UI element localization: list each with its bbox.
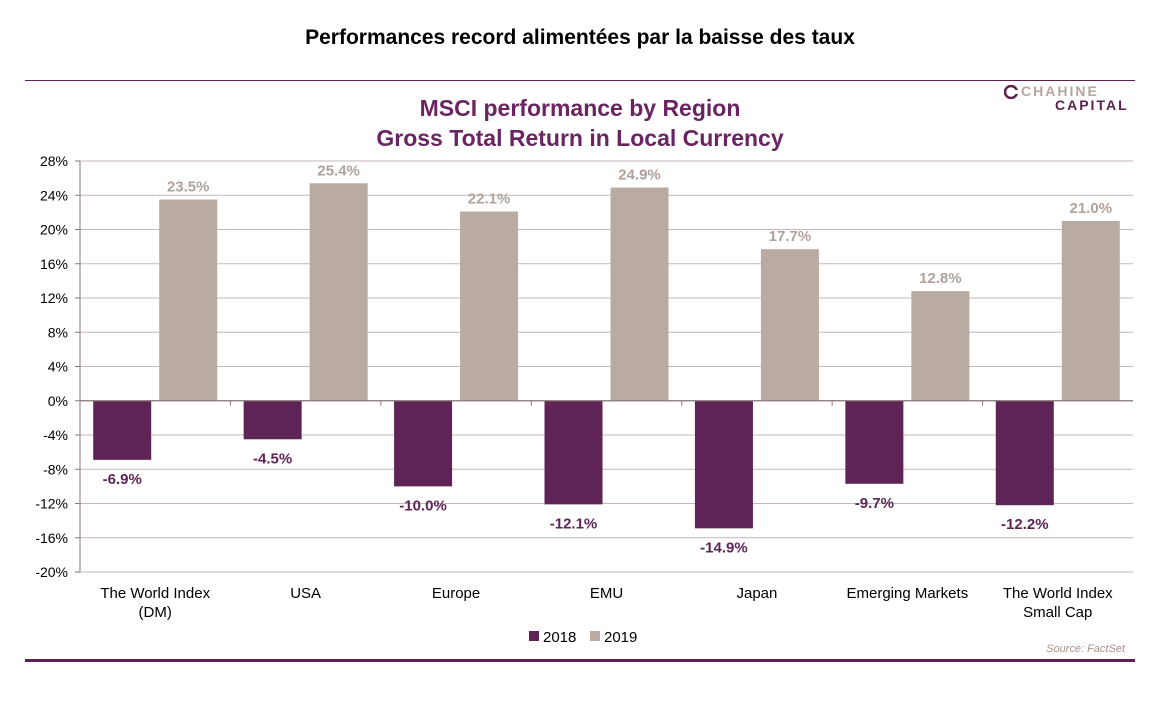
y-tick-label: 4%	[48, 359, 68, 375]
data-label-2018: -4.5%	[253, 450, 292, 467]
x-category-label: EMU	[590, 585, 623, 602]
bar-2018	[93, 400, 152, 460]
header-divider	[25, 80, 1135, 81]
brand-logo: CHAHINE CAPITAL	[1003, 83, 1143, 117]
data-label-2018: -12.2%	[1001, 516, 1049, 533]
data-label-2018: -12.1%	[550, 515, 598, 532]
y-tick-label: -8%	[43, 461, 68, 477]
x-category-label: Japan	[736, 585, 777, 602]
bar-2019	[760, 249, 819, 401]
bar-2019	[159, 199, 218, 401]
data-label-2019: 17.7%	[769, 228, 812, 245]
y-tick-label: -12%	[35, 496, 68, 512]
y-tick-label: -16%	[35, 530, 68, 546]
data-label-2019: 25.4%	[317, 162, 360, 179]
y-tick-label: 20%	[40, 222, 68, 238]
bar-2018	[995, 400, 1054, 506]
data-label-2019: 21.0%	[1070, 200, 1113, 217]
data-label-2019: 12.8%	[919, 270, 962, 287]
y-tick-label: 16%	[40, 256, 68, 272]
data-label-2018: -6.9%	[103, 471, 142, 488]
legend-swatch-2019	[590, 631, 600, 641]
x-category-label: Europe	[432, 585, 480, 602]
source-note: Source: FactSet	[1046, 643, 1125, 655]
x-category-label: Small Cap	[1023, 604, 1092, 621]
y-tick-label: 24%	[40, 187, 68, 203]
logo-text-capital: CAPITAL	[1055, 97, 1129, 113]
legend-label-2018: 2018	[543, 629, 576, 646]
bar-2019	[911, 291, 970, 401]
data-label-2019: 23.5%	[167, 179, 210, 196]
x-category-label: The World Index	[100, 585, 210, 602]
bar-2018	[243, 400, 302, 440]
x-category-label: USA	[290, 585, 321, 602]
page-title: Performances record alimentées par la ba…	[305, 26, 855, 49]
y-tick-label: -4%	[43, 427, 68, 443]
x-category-label: Emerging Markets	[846, 585, 968, 602]
data-label-2018: -10.0%	[399, 497, 447, 514]
bar-2018	[845, 400, 904, 484]
data-label-2018: -14.9%	[700, 539, 748, 556]
bar-2019	[610, 187, 669, 401]
y-tick-label: 28%	[40, 153, 68, 169]
footer-divider	[25, 659, 1135, 662]
legend-swatch-2018	[529, 631, 539, 641]
bar-2019	[460, 211, 519, 401]
chart-title-line: MSCI performance by Region	[420, 95, 741, 121]
y-tick-label: -20%	[35, 564, 68, 580]
x-category-label: (DM)	[139, 604, 172, 621]
y-tick-label: 12%	[40, 290, 68, 306]
msci-performance-chart: MSCI performance by Region Gross Total Re…	[35, 95, 1133, 646]
legend-label-2019: 2019	[604, 629, 637, 646]
data-label-2018: -9.7%	[855, 495, 894, 512]
chart-title-line: Gross Total Return in Local Currency	[376, 125, 783, 151]
data-label-2019: 24.9%	[618, 167, 661, 184]
x-category-label: The World Index	[1003, 585, 1113, 602]
data-label-2019: 22.1%	[468, 191, 511, 208]
bar-2019	[1061, 220, 1120, 401]
bar-2018	[394, 400, 453, 487]
bar-2018	[544, 400, 603, 505]
y-tick-label: 0%	[48, 393, 68, 409]
logo-text-chahine: CHAHINE	[1021, 83, 1099, 99]
bar-2018	[694, 400, 753, 529]
logo-mark-icon	[1004, 85, 1018, 99]
bar-2019	[309, 183, 368, 401]
y-tick-label: 8%	[48, 324, 68, 340]
